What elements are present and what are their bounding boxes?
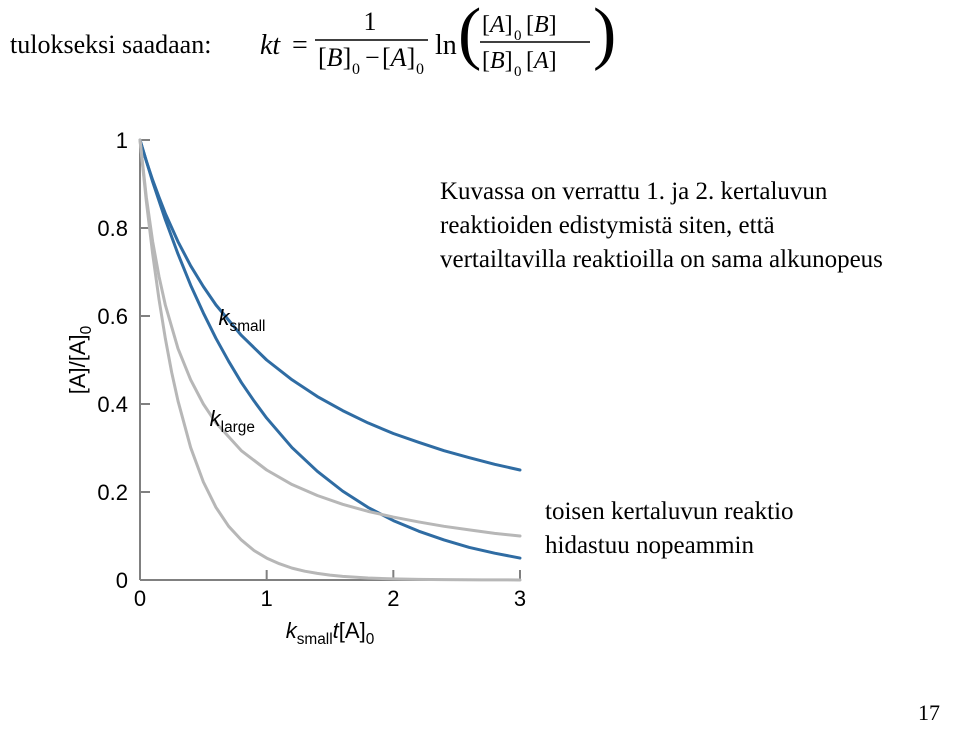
svg-text:0: 0 xyxy=(116,568,128,593)
annotation-bottom: toisen kertaluvun reaktio hidastuu nopea… xyxy=(545,495,794,563)
svg-text:[B]: [B] xyxy=(482,48,513,74)
eq-eq: = xyxy=(292,30,308,61)
svg-text:0.8: 0.8 xyxy=(97,216,128,241)
eq-lhs: kt xyxy=(260,30,281,61)
svg-text:0: 0 xyxy=(416,61,424,78)
svg-text:klarge: klarge xyxy=(210,406,255,436)
anno1-l1: Kuvassa on verrattu 1. ja 2. kertaluvun xyxy=(440,178,827,205)
eq-frac1-den: [B] xyxy=(318,43,351,72)
svg-text:[A]: [A] xyxy=(382,43,415,72)
svg-text:−: − xyxy=(365,43,380,72)
anno1-l2: reaktioiden edistymistä siten, että xyxy=(440,212,775,239)
svg-text:0: 0 xyxy=(514,64,522,80)
svg-text:0.2: 0.2 xyxy=(97,480,128,505)
equation-svg: kt = 1 [B] 0 − [A] 0 ln ( ) [A] 0 [B] xyxy=(260,6,710,86)
svg-text:[B]: [B] xyxy=(526,12,557,38)
svg-text:ksmallt[A]0: ksmallt[A]0 xyxy=(286,618,375,648)
svg-text:[A]: [A] xyxy=(526,48,557,74)
svg-text:ksmall: ksmall xyxy=(219,305,266,335)
svg-text:2: 2 xyxy=(387,586,399,611)
svg-text:[A]: [A] xyxy=(482,12,513,38)
svg-text:1: 1 xyxy=(261,586,273,611)
anno1-l3: vertailtavilla reaktioilla on sama alkun… xyxy=(440,246,883,273)
svg-text:0: 0 xyxy=(134,586,146,611)
svg-text:0.4: 0.4 xyxy=(97,392,128,417)
chart-area: 0 0.2 0.4 0.6 0.8 1 0 1 2 3 [A]/[A]0 ksmallt[A]0 ksm… xyxy=(40,100,920,710)
svg-text:0: 0 xyxy=(352,61,360,78)
svg-text:1: 1 xyxy=(116,128,128,153)
svg-text:kt: kt xyxy=(260,30,281,61)
svg-text:[A]/[A]0: [A]/[A]0 xyxy=(65,326,95,394)
equation-block: kt = 1 [B] 0 − [A] 0 ln ( ) [A] 0 [B] xyxy=(260,6,710,86)
eq-frac1-num: 1 xyxy=(364,7,377,36)
page-number: 17 xyxy=(918,700,940,726)
annotation-top: Kuvassa on verrattu 1. ja 2. kertaluvun … xyxy=(440,175,883,276)
eq-ln: ln xyxy=(435,30,457,61)
header-row: tulokseksi saadaan: kt = 1 [B] 0 − [A] 0… xyxy=(10,6,950,86)
svg-text:0.6: 0.6 xyxy=(97,304,128,329)
anno2-l1: toisen kertaluvun reaktio xyxy=(545,498,794,525)
eq-rparen: ) xyxy=(593,6,616,72)
anno2-l2: hidastuu nopeammin xyxy=(545,532,754,559)
intro-text: tulokseksi saadaan: xyxy=(10,30,211,60)
svg-text:3: 3 xyxy=(514,586,526,611)
eq-lparen: ( xyxy=(458,6,481,72)
